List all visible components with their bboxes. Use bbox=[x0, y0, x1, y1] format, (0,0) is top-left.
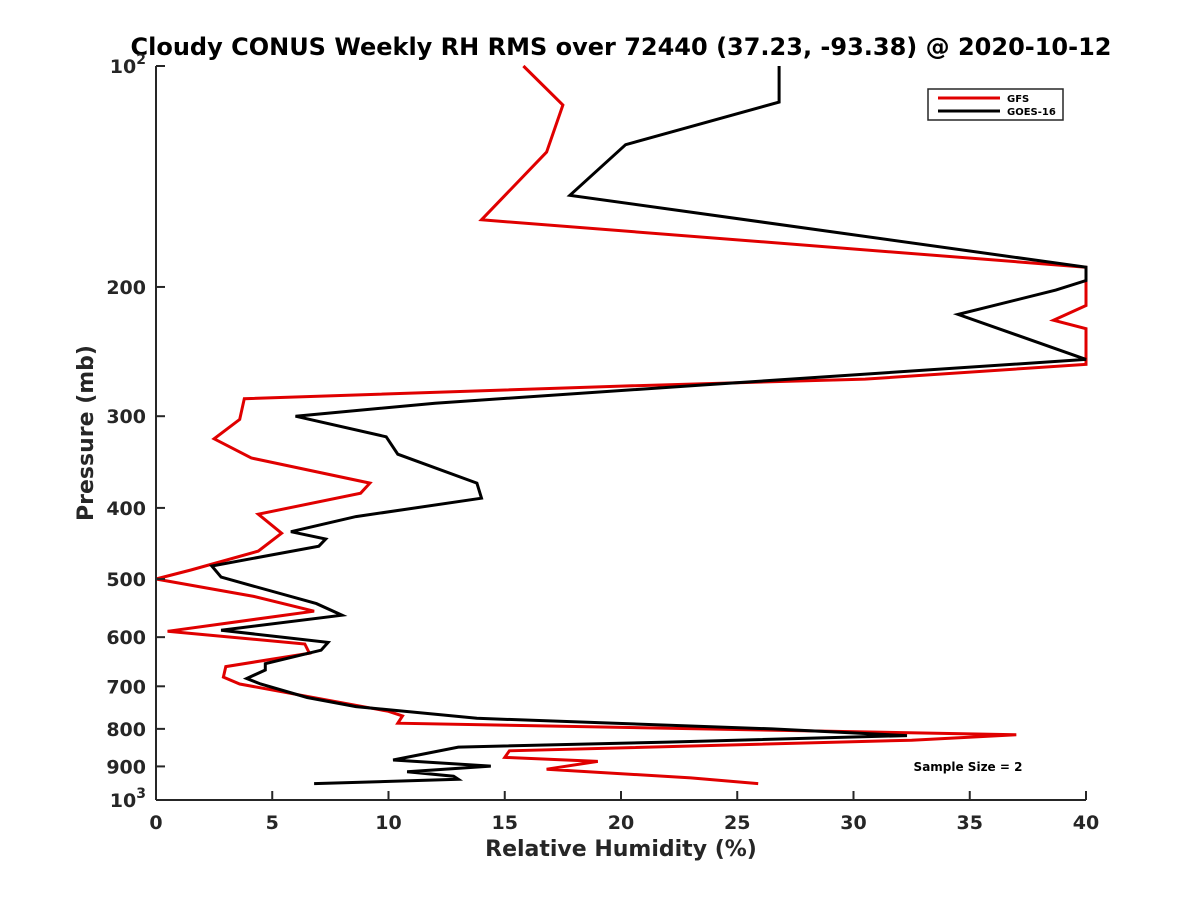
y-tick-label: 800 bbox=[106, 719, 146, 741]
x-tick-label: 10 bbox=[375, 812, 401, 834]
legend-items: GFS GOES-16 bbox=[938, 94, 1056, 118]
x-tick-label: 5 bbox=[266, 812, 279, 834]
legend-box bbox=[927, 88, 1064, 121]
series-line-gfs bbox=[155, 64, 1088, 786]
legend-label: GOES-16 bbox=[1007, 107, 1056, 118]
y-tick-label: 900 bbox=[106, 756, 146, 778]
y-tick-label: 200 bbox=[106, 277, 146, 299]
x-tick-label: 20 bbox=[608, 812, 634, 834]
x-ticks: 0 5 10 15 20 25 30 35 40 bbox=[149, 791, 1099, 834]
legend-label: GFS bbox=[1007, 94, 1029, 105]
series-line-goes-16 bbox=[208, 66, 1088, 786]
x-tick-label: 35 bbox=[957, 812, 983, 834]
series-layer bbox=[155, 64, 1088, 786]
axes-frame bbox=[156, 66, 1086, 800]
chart-title: Cloudy CONUS Weekly RH RMS over 72440 (3… bbox=[131, 33, 1112, 61]
x-tick-label: 30 bbox=[840, 812, 866, 834]
y-axis-label: Pressure (mb) bbox=[74, 345, 99, 521]
sample-size-annotation: Sample Size = 2 bbox=[914, 760, 1023, 774]
y-tick-label: 300 bbox=[106, 406, 146, 428]
y-tick-label: 500 bbox=[106, 569, 146, 591]
x-axis-label: Relative Humidity (%) bbox=[485, 837, 757, 862]
y-tick-label: 400 bbox=[106, 498, 146, 520]
y-tick-label: 103 bbox=[110, 786, 146, 812]
x-tick-label: 25 bbox=[724, 812, 750, 834]
y-ticks: 102 200 300 400 500 600 700 800 900 103 bbox=[106, 52, 165, 812]
y-tick-label: 102 bbox=[110, 52, 146, 78]
legend: GFS GOES-16 bbox=[927, 88, 1064, 121]
y-tick-label: 600 bbox=[106, 627, 146, 649]
x-tick-label: 15 bbox=[492, 812, 518, 834]
plot-area: 0 5 10 15 20 25 30 35 40 102 200 300 400 500 600 700 80… bbox=[106, 52, 1099, 834]
x-tick-label: 0 bbox=[149, 812, 162, 834]
x-tick-label: 40 bbox=[1073, 812, 1099, 834]
y-tick-label: 700 bbox=[106, 676, 146, 698]
